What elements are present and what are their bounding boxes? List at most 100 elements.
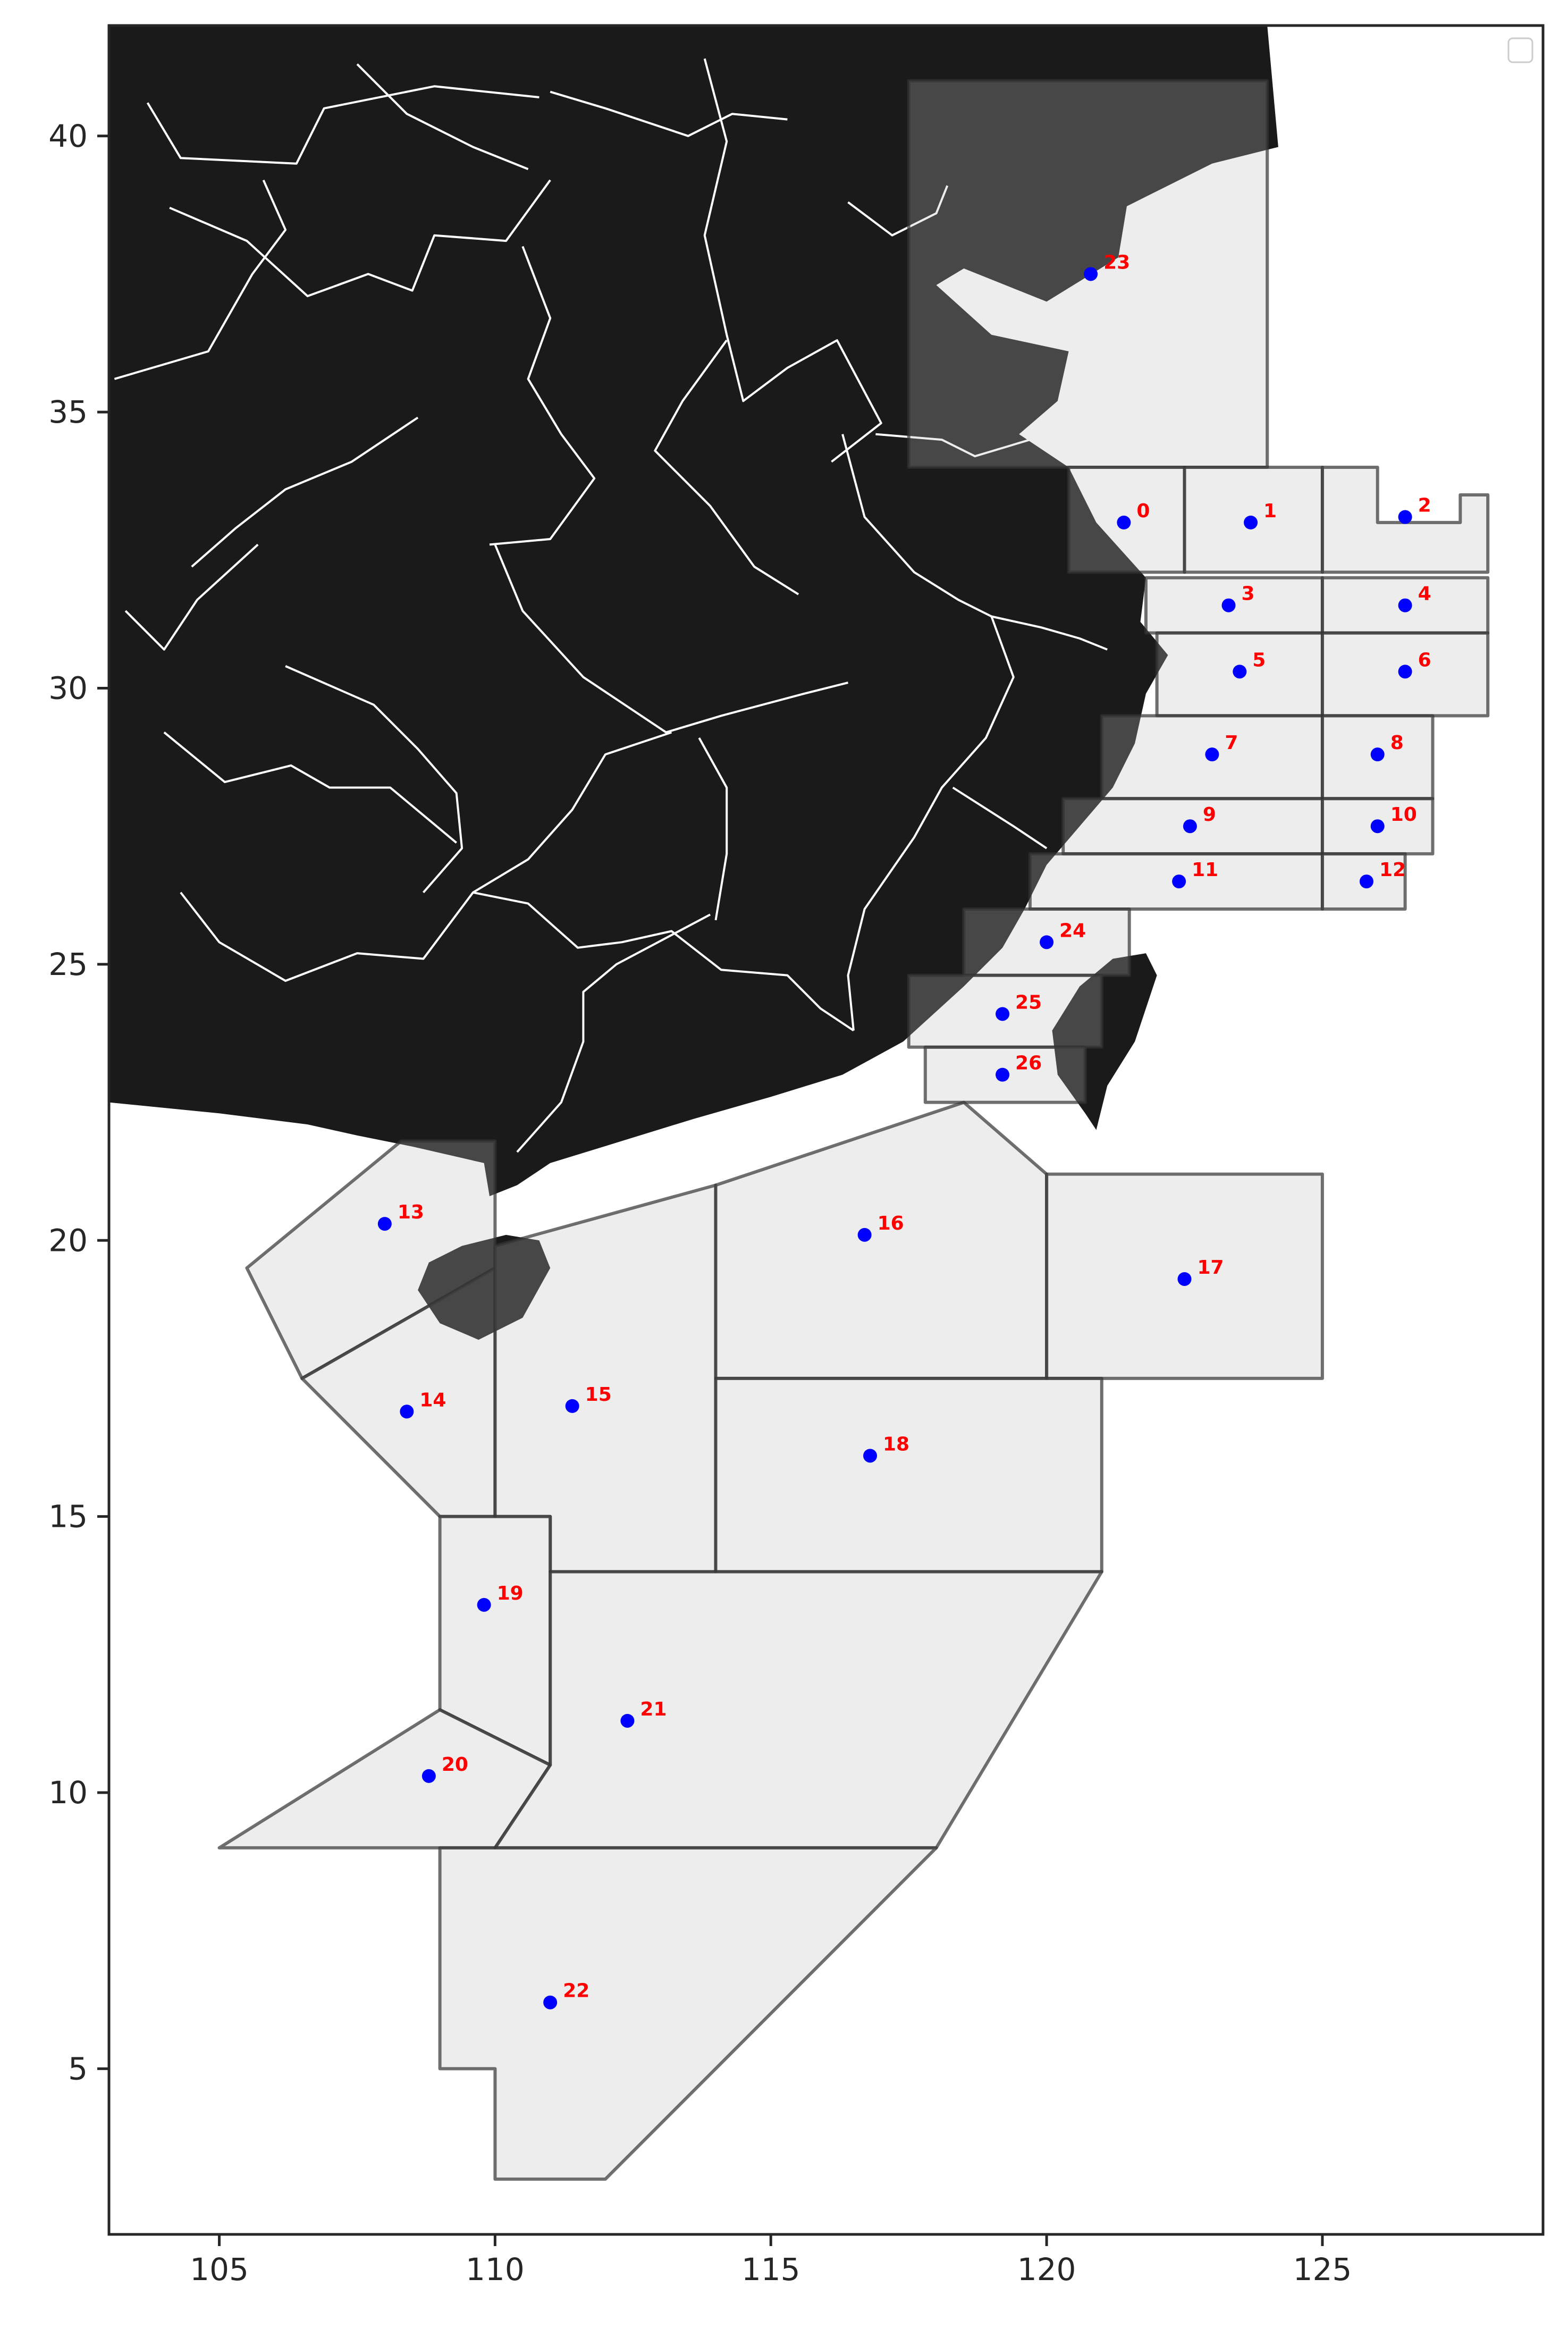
point-6 [1398,665,1412,679]
province-border-14 [952,786,1048,850]
point-3 [1221,598,1236,612]
points-layer [377,267,1412,2010]
point-1 [1244,515,1258,529]
province-border-1 [489,246,596,546]
point-label-25: 25 [1015,991,1042,1013]
province-border-19 [146,85,539,165]
y-tick-label-40: 40 [48,118,88,154]
point-label-19: 19 [497,1583,524,1604]
province-border-8 [285,665,463,894]
point-label-20: 20 [442,1754,468,1776]
point-label-16: 16 [878,1213,904,1234]
x-axis: 105 110 115 120 125 [190,2234,1352,2288]
y-tick-label-15: 15 [48,1499,88,1535]
province-border-0 [550,90,788,137]
province-border-10 [180,891,855,1032]
y-tick-label-35: 35 [48,394,88,430]
province-border-6 [654,339,799,595]
point-0 [1117,515,1131,529]
point-19 [477,1597,491,1612]
point-label-1: 1 [1263,500,1277,522]
point-label-23: 23 [1103,251,1130,273]
province-borders-layer [114,58,1108,1153]
province-border-3 [847,185,949,237]
point-label-24: 24 [1059,920,1086,941]
province-border-13 [516,913,711,1153]
point-label-26: 26 [1015,1053,1042,1074]
y-tick-label-10: 10 [48,1775,88,1811]
point-23 [1084,267,1098,281]
point-label-2: 2 [1418,494,1431,516]
point-9 [1183,819,1197,834]
point-11 [1172,875,1186,889]
point-label-6: 6 [1418,649,1431,671]
point-10 [1370,819,1385,834]
province-border-5 [494,544,848,734]
point-label-5: 5 [1252,649,1266,671]
point-21 [620,1713,635,1728]
province-border-4 [841,434,1015,1031]
point-5 [1233,665,1247,679]
province-border-9 [163,732,457,844]
point-label-9: 9 [1203,804,1216,826]
province-border-17 [114,179,287,380]
point-15 [565,1399,579,1413]
province-border-18 [169,179,551,297]
province-border-20 [124,543,259,651]
point-label-17: 17 [1198,1257,1224,1279]
point-16 [857,1227,872,1242]
point-24 [1040,935,1054,949]
y-tick-label-30: 30 [48,670,88,707]
region-15 [493,1183,718,1574]
province-border-11 [472,731,672,894]
point-label-7: 7 [1225,732,1238,754]
point-2 [1398,510,1412,524]
point-label-14: 14 [419,1389,446,1411]
point-label-8: 8 [1390,732,1404,754]
point-7 [1205,747,1219,762]
y-axis: 5 10 15 20 25 30 35 40 [48,118,109,2087]
region-22 [438,1846,938,2181]
point-label-22: 22 [563,1980,589,2002]
y-tick-label-20: 20 [48,1222,88,1258]
point-20 [421,1769,436,1783]
province-border-21 [356,63,529,170]
x-tick-label-125: 125 [1293,2251,1352,2288]
land-layer [109,26,1278,1340]
land-north-landmass [109,26,1168,1197]
regions-layer [217,79,1490,2181]
province-border-7 [191,416,419,568]
point-label-13: 13 [398,1201,424,1223]
point-14 [400,1405,414,1419]
land-taiwan-island [1052,953,1157,1130]
region-18 [714,1376,1103,1574]
province-border-2 [703,58,882,463]
point-label-4: 4 [1418,583,1431,605]
point-12 [1359,875,1373,889]
point-label-12: 12 [1379,859,1406,881]
land-bohai-peninsula [1057,26,1278,208]
plot-frame [107,24,1545,2236]
x-tick-label-120: 120 [1017,2251,1076,2288]
x-tick-label-105: 105 [190,2251,249,2288]
point-label-10: 10 [1390,804,1417,826]
point-4 [1398,598,1412,612]
point-label-21: 21 [640,1699,667,1720]
point-label-3: 3 [1242,583,1255,605]
land-hainan-island [418,1234,551,1340]
point-label-18: 18 [883,1433,909,1455]
legend-box [1507,37,1533,63]
y-tick-label-5: 5 [68,2050,88,2087]
x-tick-label-110: 110 [466,2251,525,2288]
point-17 [1177,1272,1192,1286]
province-border-15 [991,615,1108,651]
point-8 [1370,747,1385,762]
point-13 [377,1217,392,1231]
province-border-12 [698,737,728,921]
point-26 [996,1067,1010,1082]
point-18 [863,1449,878,1463]
x-tick-label-115: 115 [741,2251,800,2288]
point-22 [543,1995,558,2010]
y-tick-label-25: 25 [48,946,88,982]
